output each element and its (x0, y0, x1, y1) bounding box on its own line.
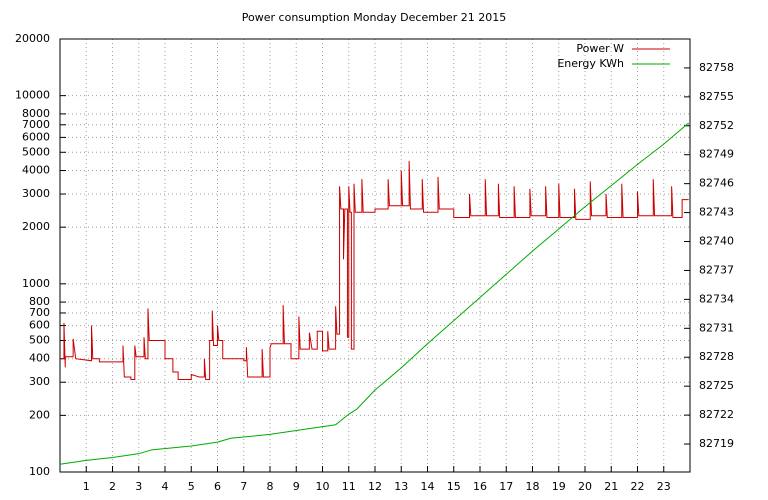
y-tick-label: 300 (29, 375, 50, 388)
y2-tick-label: 82752 (699, 119, 734, 132)
x-tick-label: 8 (267, 480, 274, 493)
y2-tick-label: 82728 (699, 350, 734, 363)
y-tick-label: 20000 (15, 32, 50, 45)
y-tick-label: 200 (29, 408, 50, 421)
x-tick-label: 5 (188, 480, 195, 493)
x-tick-label: 16 (473, 480, 487, 493)
x-tick-label: 20 (578, 480, 592, 493)
y-tick-label: 5000 (22, 145, 50, 158)
y-tick-label: 600 (29, 319, 50, 332)
x-tick-label: 9 (293, 480, 300, 493)
y-tick-label: 800 (29, 295, 50, 308)
x-tick-label: 7 (240, 480, 247, 493)
y2-tick-label: 82755 (699, 90, 734, 103)
x-tick-label: 6 (214, 480, 221, 493)
y2-tick-label: 82746 (699, 177, 734, 190)
y-tick-label: 400 (29, 352, 50, 365)
y2-tick-label: 82731 (699, 321, 734, 334)
series-line (59, 122, 690, 465)
y2-tick-label: 82719 (699, 437, 734, 450)
x-tick-label: 21 (604, 480, 618, 493)
chart-title: Power consumption Monday December 21 201… (242, 11, 506, 24)
legend-label: Power W (576, 42, 624, 55)
y2-tick-label: 82737 (699, 263, 734, 276)
x-tick-label: 23 (657, 480, 671, 493)
y2-tick-label: 82740 (699, 235, 734, 248)
legend-label: Energy KWh (557, 57, 624, 70)
y-tick-label: 1000 (22, 277, 50, 290)
y-tick-label: 4000 (22, 164, 50, 177)
y-tick-label: 8000 (22, 107, 50, 120)
y-tick-label: 6000 (22, 130, 50, 143)
x-tick-label: 4 (162, 480, 169, 493)
y2-tick-label: 82743 (699, 206, 734, 219)
x-tick-label: 17 (499, 480, 513, 493)
x-tick-label: 14 (421, 480, 435, 493)
x-tick-label: 2 (109, 480, 116, 493)
y2-tick-label: 82758 (699, 61, 734, 74)
y-tick-label: 10000 (15, 89, 50, 102)
y2-tick-label: 82722 (699, 408, 734, 421)
series-line (60, 160, 689, 381)
x-tick-label: 18 (526, 480, 540, 493)
x-tick-label: 11 (342, 480, 356, 493)
x-tick-label: 1 (83, 480, 90, 493)
y2-tick-label: 82734 (699, 292, 734, 305)
x-tick-label: 12 (368, 480, 382, 493)
y-tick-label: 7000 (22, 118, 50, 131)
x-tick-label: 3 (135, 480, 142, 493)
plot-frame (59, 38, 691, 473)
y-tick-label: 3000 (22, 187, 50, 200)
y-tick-label: 500 (29, 333, 50, 346)
x-tick-label: 15 (447, 480, 461, 493)
x-tick-label: 10 (316, 480, 330, 493)
y-tick-label: 2000 (22, 220, 50, 233)
y2-tick-label: 82725 (699, 379, 734, 392)
y-tick-label: 700 (29, 306, 50, 319)
x-tick-label: 19 (552, 480, 566, 493)
x-tick-label: 13 (394, 480, 408, 493)
x-tick-label: 22 (631, 480, 645, 493)
y-tick-label: 100 (29, 465, 50, 478)
y2-tick-label: 82749 (699, 148, 734, 161)
